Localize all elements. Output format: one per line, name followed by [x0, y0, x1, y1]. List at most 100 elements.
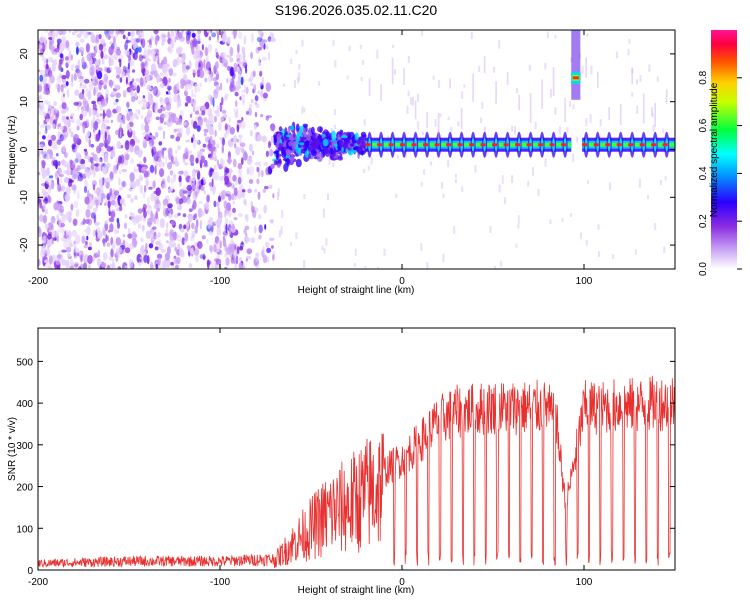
spectrogram-cell: [417, 121, 420, 130]
spectrogram-cell: [223, 94, 228, 102]
spectrogram-cell: [262, 188, 266, 193]
spectrogram-cell: [383, 248, 386, 257]
colorbar-ticks: 0.0 0.2 0.4 0.6 0.8: [698, 70, 742, 276]
spectrogram-cell: [198, 55, 203, 62]
spectrogram-cell: [59, 125, 64, 131]
spectrogram-cell: [161, 155, 165, 160]
spectrogram-cell: [541, 79, 543, 109]
spectrogram-cell: [636, 79, 638, 85]
spectrogram-cell: [155, 55, 159, 62]
spectrogram-cell: [47, 233, 52, 240]
spectrogram-cell: [628, 143, 634, 147]
spectrogram-cell: [263, 204, 267, 214]
spectrogram-cell: [123, 49, 129, 56]
spectrogram-cell: [96, 145, 102, 154]
spectrogram-cell: [291, 144, 296, 150]
spectrogram-cell: [115, 46, 118, 51]
spectrogram-cell: [93, 87, 96, 96]
spectrogram-cell: [360, 77, 363, 82]
spectrogram-cell: [268, 184, 273, 189]
spectrogram-cell: [129, 172, 135, 182]
spectrogram-cell: [219, 157, 224, 167]
spectrogram-cell: [104, 220, 108, 225]
spectrogram-cell: [103, 84, 107, 90]
spectrogram-cell: [484, 126, 486, 135]
spectrogram-cell: [167, 162, 172, 170]
spectrogram-cell: [48, 239, 52, 247]
spectrogram-cell: [147, 221, 152, 226]
spectrogram-cell: [229, 77, 233, 83]
spectrogram-cell: [215, 143, 220, 149]
spectrogram-cell: [392, 44, 394, 48]
spectrogram-cell: [118, 170, 122, 175]
spectrogram-cell: [516, 88, 519, 94]
spectrogram-cell: [57, 177, 60, 186]
colorbar-tick-label: 0.2: [698, 214, 709, 228]
spectrogram-cell: [216, 84, 220, 93]
spectrogram-cell: [268, 51, 271, 61]
spectrogram-cell: [126, 101, 130, 109]
spectrogram-cell: [115, 251, 119, 258]
spectrogram-cell: [83, 30, 89, 39]
spectrogram-cell: [232, 200, 235, 205]
spectrogram-cell: [511, 175, 514, 183]
spectrogram-cell: [126, 194, 131, 199]
spectrogram-cell: [339, 129, 344, 134]
spectrogram-cell: [128, 110, 134, 117]
spectrogram-cell: [199, 219, 203, 230]
spectrogram-cell: [180, 84, 185, 89]
spectrogram-cell: [183, 190, 188, 194]
spectrogram-cell: [337, 156, 343, 161]
spectrogram-cell: [229, 220, 234, 227]
spectrogram-cell: [252, 70, 256, 78]
spectrogram-cell: [368, 78, 371, 96]
spectrogram-cell: [45, 153, 51, 160]
spectrogram-cell: [125, 76, 128, 85]
spectrogram-cell: [73, 101, 80, 106]
spectrogram-cell: [221, 140, 225, 145]
spectrogram-cell: [327, 193, 329, 200]
spectrogram-cell: [42, 135, 46, 140]
spectrogram-cell: [265, 150, 269, 157]
spectrogram-cell: [103, 159, 109, 163]
spectrogram-cell: [438, 79, 441, 88]
spectrogram-cell: [437, 113, 440, 142]
spectrogram-cell: [205, 70, 211, 75]
spectrogram-cell: [68, 243, 73, 248]
spectrogram-cell: [177, 127, 182, 133]
spectrogram-cell: [420, 181, 423, 187]
spectrogram-cell: [270, 135, 274, 144]
spectrogram-cell: [154, 246, 159, 251]
snr-xtick-label: -100: [210, 577, 230, 588]
spectrogram-cell: [233, 30, 238, 37]
spectrogram-band: [571, 30, 581, 100]
spectrogram-cell: [104, 181, 107, 187]
spectrogram-cell: [450, 127, 453, 132]
spectrogram-cell: [104, 221, 109, 232]
spectrogram-cell: [265, 115, 269, 121]
spectrogram-cell: [662, 143, 668, 147]
spectrogram-cell: [84, 107, 88, 111]
spectrogram-cell: [205, 61, 211, 71]
spectrogram-cell: [157, 126, 163, 131]
spectrogram-cell: [506, 72, 509, 85]
spectrogram-cell: [243, 228, 247, 235]
spectrogram-cell: [403, 68, 405, 85]
spectrogram-cell: [175, 232, 178, 240]
spectrogram-cell: [278, 230, 281, 238]
spectrogram-cell: [93, 252, 99, 258]
spectrogram-cell: [191, 119, 194, 125]
spectrogram-ytick-label: 10: [19, 96, 30, 108]
spectrogram-cell: [639, 143, 645, 147]
spectrogram-cell: [46, 58, 49, 65]
snr-xtick-label: -200: [28, 577, 48, 588]
spectrogram-cell: [189, 154, 195, 164]
spectrogram-cell: [202, 254, 206, 259]
spectrogram-cell: [187, 150, 192, 154]
spectrogram-cell: [199, 82, 202, 87]
spectrogram-cell: [79, 30, 84, 35]
spectrogram-cell: [51, 140, 57, 149]
spectrogram-cell: [269, 219, 274, 224]
spectrogram-cell: [55, 257, 61, 266]
